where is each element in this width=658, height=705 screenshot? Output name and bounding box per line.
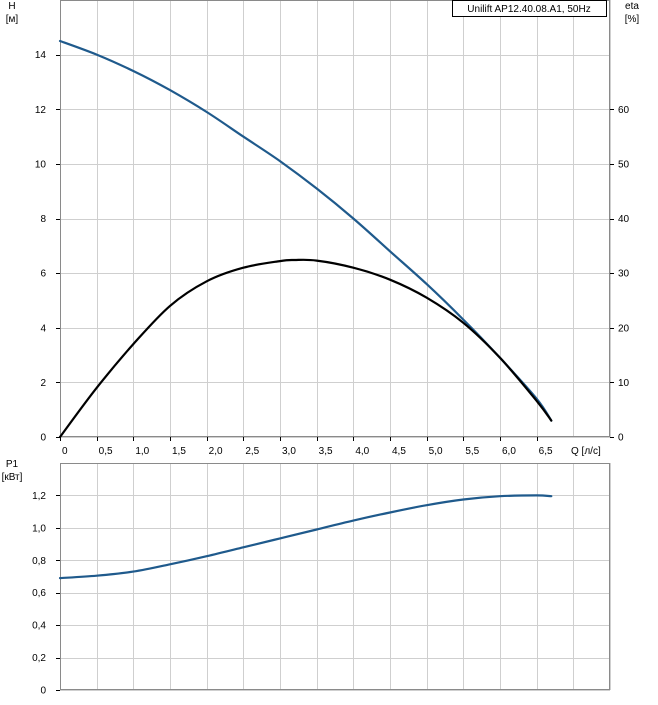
- top-y-axis-unit: [м]: [6, 14, 19, 25]
- top-y-tick-label: 14: [35, 50, 47, 61]
- top-plot-frame: [60, 0, 610, 437]
- bottom-series-group: [58, 494, 553, 580]
- x-tick-label: 6,5: [539, 446, 553, 457]
- bottom-y-tick-label: 0,6: [32, 588, 46, 599]
- x-tick-label: 3,5: [319, 446, 333, 457]
- bottom-y-tick-label: 0,2: [32, 653, 46, 664]
- x-tick-label: 2,0: [209, 446, 223, 457]
- top-y2-tick-label: 60: [618, 105, 630, 116]
- top-series-group: [58, 39, 553, 439]
- x-tick-label: 4,0: [355, 446, 369, 457]
- bottom-y-tick-label: 1,0: [32, 523, 46, 534]
- x-tick-label: 2,5: [245, 446, 259, 457]
- bottom-y-tick-label: 1,2: [32, 491, 46, 502]
- top-y-tick-label: 10: [35, 159, 47, 170]
- top-y2-tick-label: 0: [618, 433, 624, 444]
- top-y2-tick-label: 20: [618, 323, 630, 334]
- top-grid: [60, 0, 611, 438]
- top-y-tick-label: 2: [40, 378, 46, 389]
- bottom-y-axis-unit: [кВт]: [2, 472, 23, 483]
- bottom-axes: 0 0,2 0,4 0,6 0,8 1,0 1,2: [32, 463, 610, 697]
- top-axes: 0 2 4 6 8 10 12 14 0 10 20 30 40 50 60 0 0,5 1,0 1,5 2,0 2,5…: [35, 0, 630, 457]
- x-tick-label: 1,5: [172, 446, 186, 457]
- x-tick-label: 3,0: [282, 446, 296, 457]
- top-y2-axis-unit: [%]: [625, 14, 640, 25]
- top-y-tick-label: 6: [40, 269, 46, 280]
- top-y-tick-label: 4: [40, 323, 46, 334]
- bottom-y-tick-label: 0,4: [32, 621, 46, 632]
- x-axis-label: Q [л/с]: [571, 446, 601, 457]
- bottom-y-tick-label: 0,8: [32, 556, 46, 567]
- bottom-y-axis-label: P1: [6, 459, 19, 470]
- eta-curve: [58, 258, 553, 439]
- top-y2-tick-label: 30: [618, 269, 630, 280]
- x-tick-label: 0: [62, 446, 68, 457]
- bottom-grid: [60, 463, 611, 691]
- power-curve: [58, 494, 553, 580]
- legend-box: [452, 0, 607, 17]
- legend-label: Unilift AP12.40.08.A1, 50Hz: [467, 4, 590, 15]
- top-y2-tick-label: 10: [618, 378, 630, 389]
- top-y-tick-label: 8: [40, 214, 46, 225]
- x-tick-label: 5,5: [465, 446, 479, 457]
- top-y-tick-label: 0: [40, 433, 46, 444]
- top-y2-axis-label: eta: [625, 1, 639, 12]
- top-y-tick-label: 12: [35, 105, 47, 116]
- x-tick-label: 0,5: [99, 446, 113, 457]
- x-tick-label: 1,0: [135, 446, 149, 457]
- top-y2-tick-label: 40: [618, 214, 630, 225]
- bottom-plot-frame: [60, 463, 610, 690]
- x-tick-label: 6,0: [502, 446, 516, 457]
- x-tick-label: 5,0: [429, 446, 443, 457]
- top-y2-tick-label: 50: [618, 159, 630, 170]
- x-tick-label: 4,5: [392, 446, 406, 457]
- bottom-y-tick-label: 0: [40, 686, 46, 697]
- top-y-axis-label: H: [8, 1, 15, 12]
